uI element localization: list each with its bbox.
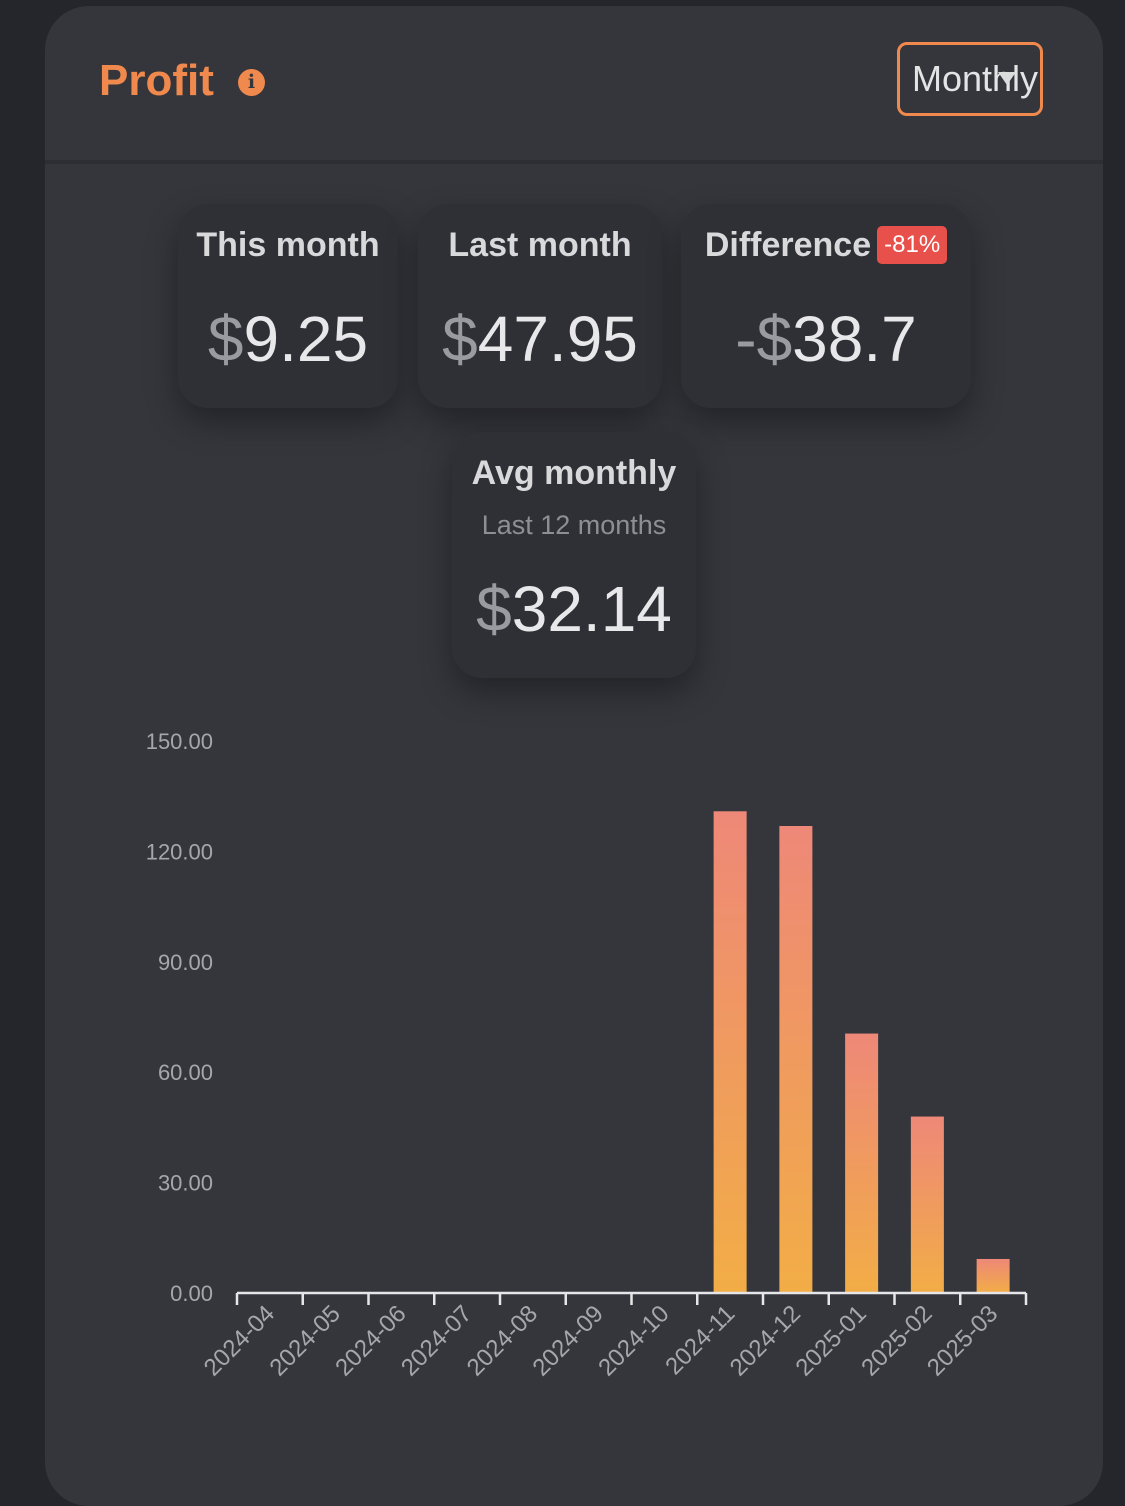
sign: - [735, 303, 757, 375]
info-icon[interactable]: i [238, 69, 265, 96]
stat-label: Difference -81% [681, 226, 971, 266]
stat-sublabel: Last 12 months [481, 510, 667, 540]
x-tick-label: 2025-01 [790, 1300, 871, 1381]
stat-value: $32.14 [452, 572, 696, 646]
period-select[interactable]: Monthly [897, 42, 1043, 116]
stat-value: $47.95 [418, 302, 662, 376]
x-tick-label: 2024-08 [462, 1300, 543, 1381]
y-tick-label: 90.00 [158, 950, 213, 975]
bar-2024-11[interactable] [713, 811, 747, 1293]
stat-last-month: Last month $47.95 [418, 204, 662, 408]
x-tick-label: 2024-05 [264, 1300, 345, 1381]
y-tick-label: 30.00 [158, 1171, 213, 1196]
chevron-down-icon[interactable] [998, 72, 1016, 85]
y-tick-label: 60.00 [158, 1060, 213, 1085]
stat-value: -$38.7 [681, 302, 971, 376]
currency-symbol: $ [442, 303, 478, 375]
card-header: Profit i Monthly [45, 6, 1103, 164]
stat-amount: 9.25 [243, 303, 369, 375]
x-tick-label: 2024-07 [396, 1300, 477, 1381]
currency-symbol: $ [207, 303, 244, 375]
stat-value: $9.25 [178, 302, 398, 376]
x-tick-label: 2024-11 [660, 1300, 740, 1380]
bars [713, 811, 1010, 1293]
currency-symbol: $ [476, 573, 512, 645]
stat-label: Avg monthly [471, 454, 677, 492]
x-tick-label: 2024-06 [330, 1300, 411, 1381]
stat-label: This month [196, 226, 380, 264]
bar-2025-03[interactable] [976, 1258, 1010, 1293]
x-tick-label: 2025-03 [922, 1300, 1003, 1381]
bar-2025-02[interactable] [910, 1116, 944, 1293]
x-tick-label: 2024-12 [725, 1300, 806, 1381]
stat-this-month: This month $9.25 [178, 204, 398, 408]
stat-amount: 47.95 [477, 303, 638, 375]
stat-avg-monthly: Avg monthly Last 12 months $32.14 [452, 432, 696, 678]
stat-difference: Difference -81% -$38.7 [681, 204, 971, 408]
y-tick-label: 0.00 [170, 1281, 213, 1306]
currency-symbol: $ [756, 303, 793, 375]
stat-label: Last month [448, 226, 632, 264]
bar-2025-01[interactable] [845, 1033, 879, 1293]
x-tick-label: 2024-04 [199, 1300, 280, 1381]
bar-2024-12[interactable] [779, 826, 813, 1293]
x-tick-label: 2024-10 [593, 1300, 674, 1381]
stat-amount: 32.14 [511, 573, 672, 645]
y-tick-label: 150.00 [146, 729, 213, 754]
x-axis: 2024-042024-052024-062024-072024-082024-… [199, 1291, 1028, 1382]
stat-amount: 38.7 [792, 303, 917, 375]
y-tick-label: 120.00 [146, 839, 213, 864]
difference-label: Difference [704, 226, 872, 264]
card-title: Profit [99, 56, 214, 105]
x-tick-label: 2024-09 [527, 1300, 608, 1381]
y-axis: 0.00 30.00 60.00 90.00 120.00 150.00 [146, 729, 213, 1306]
x-tick-label: 2025-02 [856, 1300, 937, 1381]
percent-change-badge: -81% [877, 226, 948, 265]
